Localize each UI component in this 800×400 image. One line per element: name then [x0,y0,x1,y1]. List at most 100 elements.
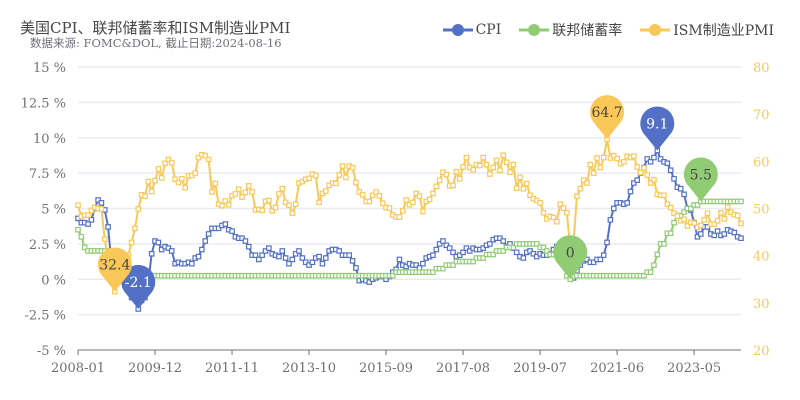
data-point [600,252,607,258]
data-point [456,252,463,258]
data-point [497,235,503,242]
data-point [312,172,319,179]
y-right-tick-label: 70 [753,108,770,123]
data-point [654,251,661,258]
data-point [463,154,470,161]
data-point [168,159,175,166]
data-point [610,205,617,212]
data-point [192,170,198,176]
data-point [543,248,550,254]
data-point [410,199,416,206]
data-point [276,253,282,260]
data-point [661,241,667,247]
data-point [440,265,446,272]
data-point [627,188,634,195]
data-point [349,258,356,264]
data-point [480,245,486,251]
data-point [98,206,105,212]
data-point [400,208,406,214]
legend-label: CPI [475,22,502,38]
chart-title: 美国CPI、联邦储蓄率和ISM制造业PMI [20,19,291,37]
data-point [470,167,476,173]
data-point [698,222,704,229]
data-point [560,205,567,211]
data-point [162,160,168,167]
mark-pin-min [97,247,132,292]
data-point [286,202,292,208]
data-point [403,197,409,203]
data-point [634,177,640,184]
mark-pin-label: 0 [566,245,575,261]
data-point [101,236,108,242]
data-point [75,226,81,233]
data-point [306,175,312,182]
data-point [614,155,620,162]
legend-item-ism-pmi[interactable]: ISM制造业PMI [640,20,774,40]
data-point [242,238,249,244]
data-point [272,204,279,211]
legend-item-cpi[interactable]: CPI [442,20,502,40]
data-point [704,224,711,230]
data-point [145,178,152,185]
data-point [319,260,326,267]
data-point [580,177,587,184]
data-point [433,183,440,190]
data-point [189,260,195,267]
data-point [292,201,299,208]
data-point [195,154,202,161]
data-point [430,269,436,275]
data-point [738,220,744,227]
data-point [634,164,640,170]
data-point [564,209,570,216]
data-point [85,212,91,218]
data-point [403,263,409,270]
data-point [430,252,436,258]
legend-item-fed-rate[interactable]: 联邦储蓄率 [519,20,622,40]
data-point [81,244,88,251]
data-point [647,269,654,275]
data-point [507,169,513,175]
y-left-tick-label: 2.5 % [29,238,66,253]
data-point [289,210,296,217]
data-point [664,201,671,208]
data-point [687,205,694,212]
data-point [677,185,684,192]
x-tick-label: 2013-10 [282,361,336,376]
data-point [500,248,507,254]
data-point [359,192,366,198]
y-right-tick-label: 40 [753,250,770,265]
data-point [554,218,560,225]
data-point [734,212,741,219]
data-point [98,200,105,206]
data-point [85,221,91,227]
data-point [366,198,373,205]
data-point [336,172,342,178]
data-point [286,260,292,267]
data-point [349,164,356,171]
data-point [279,248,286,254]
data-point [195,253,202,260]
data-point [530,250,537,257]
x-tick-label: 2021-06 [590,361,644,376]
data-point [155,239,162,246]
data-point [88,217,95,223]
data-point [450,182,456,189]
data-point [523,180,530,187]
data-point [466,248,473,254]
data-point [282,255,289,261]
x-tick-label: 2019-07 [513,361,567,376]
data-point [520,255,527,261]
data-point [219,202,225,209]
data-point [533,241,540,247]
data-point [704,210,711,217]
data-point [396,256,403,263]
y-right-tick-label: 30 [753,297,770,312]
data-point [584,180,590,186]
data-point [657,156,664,162]
x-tick-label: 2011-11 [205,361,259,376]
data-point [436,177,443,184]
y-left-tick-label: 7.5 % [29,167,66,182]
data-point [292,250,299,257]
data-point [262,248,269,254]
data-point [433,246,440,253]
